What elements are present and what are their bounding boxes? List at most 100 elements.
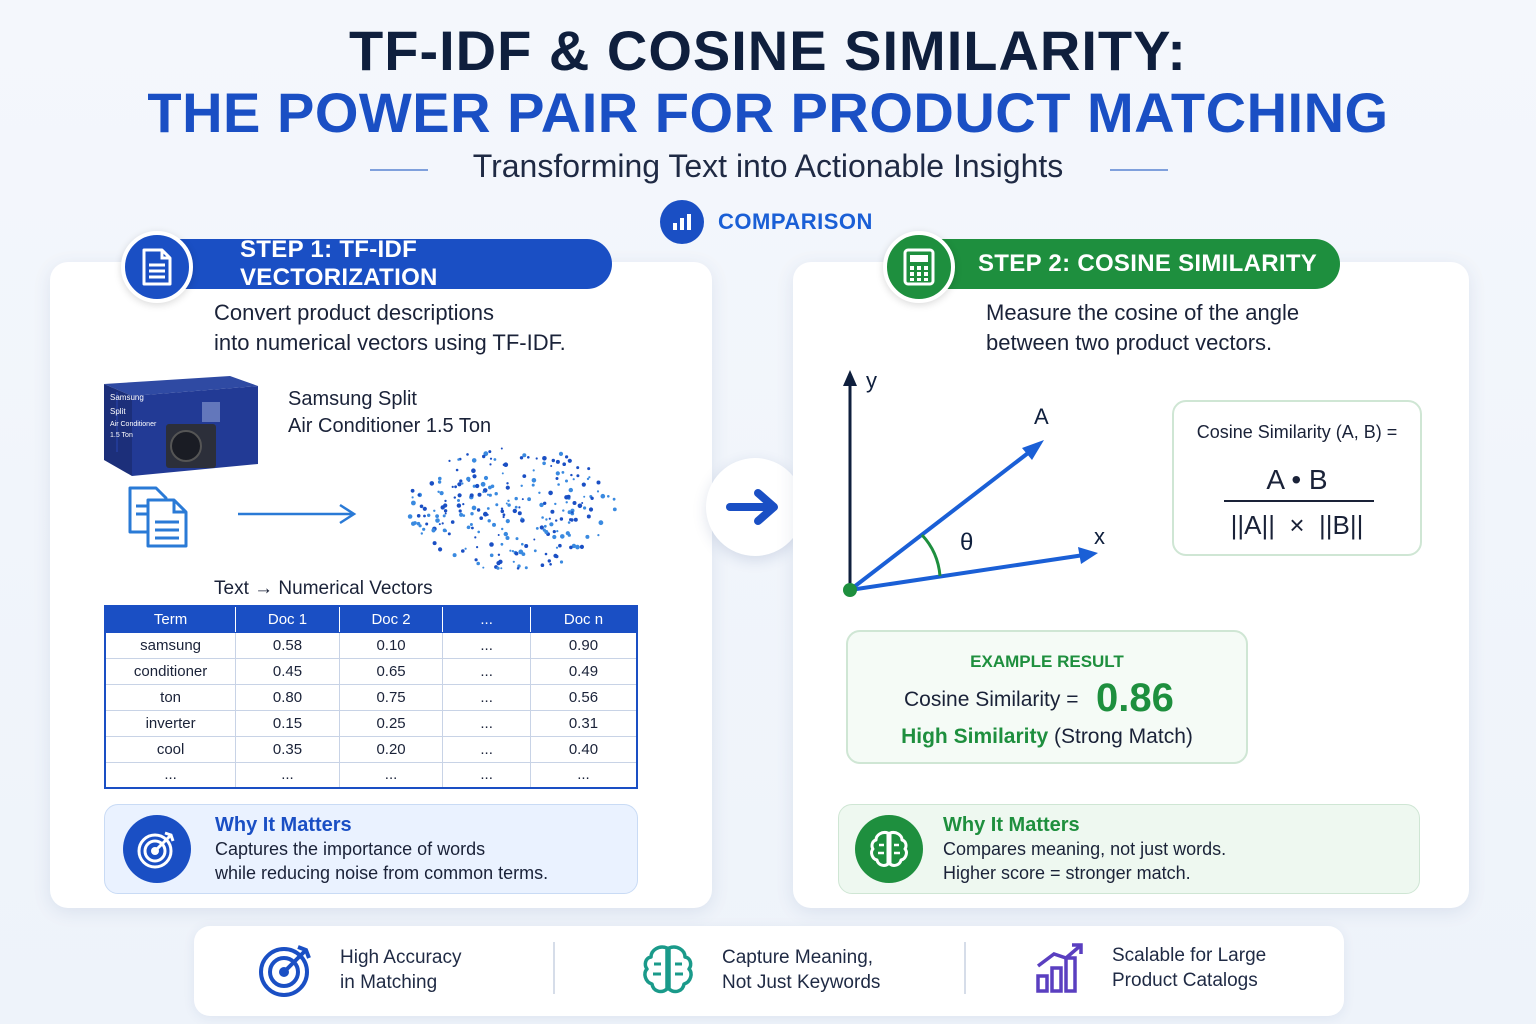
vector-dot — [550, 465, 553, 467]
vector-dot — [531, 478, 537, 483]
formula-box: Cosine Similarity (A, B) = A • B ||A|| ×… — [1172, 400, 1422, 556]
vector-dot — [476, 561, 480, 566]
benefit-scalable: Scalable for Large Product Catalogs — [1034, 942, 1266, 994]
vector-dot — [562, 509, 565, 512]
vector-dot — [452, 553, 457, 558]
vector-dot — [588, 507, 594, 512]
vector-dot — [487, 519, 491, 523]
vector-dot — [462, 503, 465, 506]
table-cell: ... — [104, 761, 237, 789]
vector-dot — [432, 541, 437, 546]
vector-dot — [612, 497, 616, 501]
step1-description: Convert product descriptions into numeri… — [214, 300, 566, 355]
step1-pill: STEP 1: TF-IDF VECTORIZATION — [150, 236, 612, 291]
table-row: ton 0.80 0.75... 0.56 — [104, 683, 638, 711]
vector-dot — [476, 508, 481, 512]
vector-dot — [581, 502, 584, 504]
vector-a-label: A — [1034, 404, 1049, 429]
vector-dot — [420, 532, 423, 535]
step1-circle — [121, 231, 193, 303]
y-axis-label: y — [866, 368, 877, 393]
vector-dot — [567, 521, 571, 524]
table-cell: conditioner — [104, 657, 237, 685]
vector-dot — [457, 458, 460, 461]
vector-dot — [472, 484, 476, 488]
vector-dot — [569, 545, 573, 550]
vector-dot — [583, 495, 586, 498]
vector-dot — [535, 457, 538, 460]
vector-dot — [539, 525, 544, 530]
table-row: inverter 0.15 0.25... 0.31 — [104, 709, 638, 737]
vector-dot — [492, 522, 496, 527]
box-line3: 1.5 Ton — [110, 432, 133, 439]
vector-dot — [416, 514, 421, 518]
vector-dot — [483, 475, 489, 481]
benefit-scalable-line2: Product Catalogs — [1112, 970, 1258, 991]
step2-why-box: Why It Matters Compares meaning, not jus… — [838, 804, 1420, 894]
vector-dot — [503, 462, 509, 467]
vector-dot — [540, 563, 545, 567]
formula-numerator: A • B — [1266, 464, 1328, 495]
vector-dot — [418, 524, 422, 528]
vector-dot — [411, 500, 416, 506]
vector-dot — [532, 469, 535, 472]
vector-dot — [469, 523, 473, 526]
example-result-box: EXAMPLE RESULT Cosine Similarity = 0.86 … — [846, 630, 1248, 764]
vector-dot — [483, 511, 488, 517]
vector-dot — [555, 519, 558, 522]
vector-dot — [565, 531, 570, 536]
vector-dot — [507, 499, 510, 502]
vector-dot — [454, 485, 457, 489]
vector-dot — [450, 520, 455, 524]
vector-dot — [505, 502, 508, 505]
vector-dot — [562, 462, 566, 466]
vector-dot — [539, 502, 544, 508]
vector-dot — [512, 508, 517, 514]
vector-dot — [438, 476, 442, 481]
vector-dot — [493, 458, 497, 461]
table-row: cool 0.35 0.20... 0.40 — [104, 735, 638, 763]
origin-point — [843, 583, 857, 597]
vector-dot — [583, 506, 587, 510]
vector-dot — [517, 511, 522, 516]
document-icon — [142, 248, 172, 286]
table-cell: ... — [442, 735, 531, 763]
vector-dot — [489, 553, 494, 558]
vector-dot — [543, 524, 547, 528]
vector-dot — [459, 479, 463, 483]
vector-dot — [474, 536, 477, 539]
vector-dot — [558, 543, 562, 548]
table-cell: 0.65 — [338, 657, 444, 685]
table-cell: 0.25 — [338, 709, 444, 737]
vector-dot — [581, 482, 586, 487]
vector-dot — [489, 463, 492, 466]
vector-dot — [576, 474, 580, 478]
vector-dot — [549, 563, 552, 566]
comparison-tag: COMPARISON — [660, 200, 873, 244]
vector-dot — [516, 567, 520, 570]
step1-why-line2: while reducing noise from common terms. — [215, 862, 549, 883]
vector-dot — [573, 517, 578, 522]
vector-dot — [500, 509, 505, 514]
table-header: Doc n — [529, 605, 638, 633]
vector-dot — [437, 480, 442, 484]
vector-dot — [419, 504, 424, 509]
vector-dot — [612, 507, 617, 512]
table-cell: ... — [442, 683, 531, 711]
vector-dot — [438, 547, 443, 552]
vector-dot — [461, 482, 464, 485]
table-cell: 0.75 — [338, 683, 444, 711]
vector-dot — [458, 509, 462, 513]
vector-dot — [501, 527, 504, 531]
step2-label: STEP 2: COSINE SIMILARITY — [978, 250, 1318, 277]
step2-panel — [793, 262, 1469, 908]
vector-dot — [433, 509, 436, 512]
vector-dot — [519, 456, 524, 460]
vector-dot — [496, 566, 500, 570]
vector-dot — [486, 493, 490, 496]
vector-dot — [444, 529, 447, 533]
vector-dot — [482, 454, 486, 459]
benefit-accuracy-line1: High Accuracy — [340, 947, 462, 968]
table-cell: 0.20 — [338, 735, 444, 763]
vector-dot — [488, 485, 492, 490]
